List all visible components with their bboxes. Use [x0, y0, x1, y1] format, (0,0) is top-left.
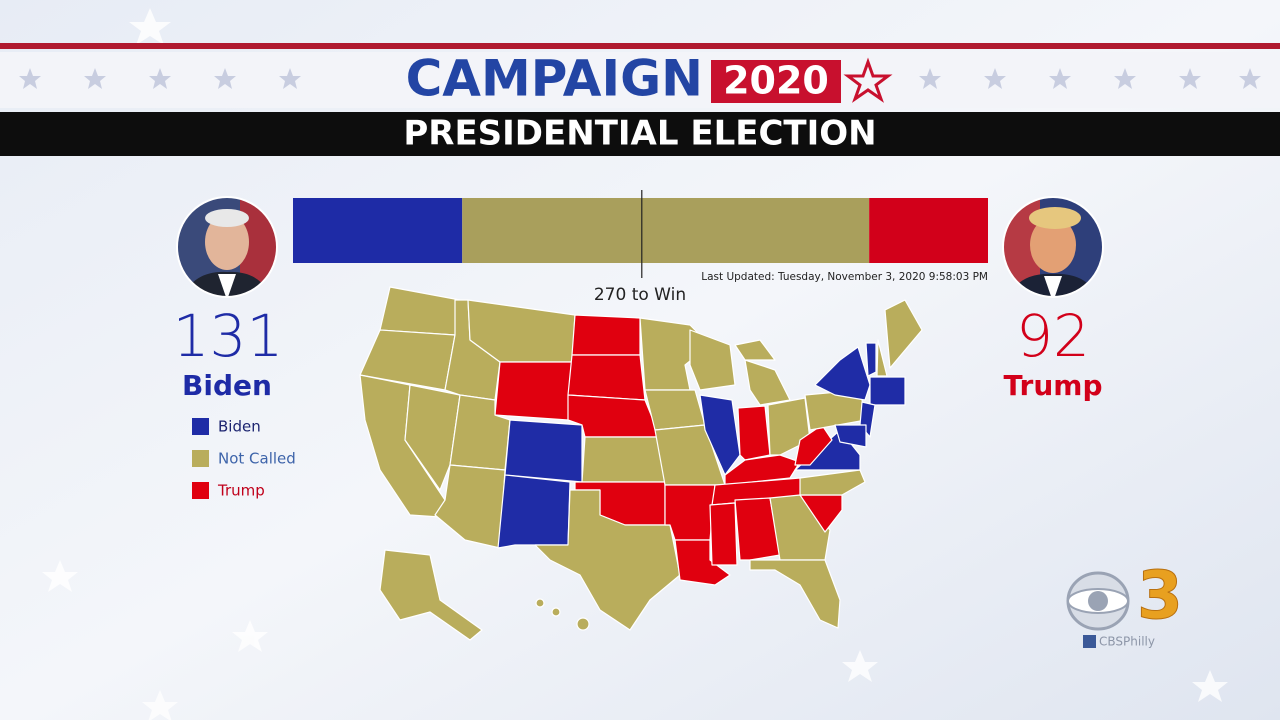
- state: [734, 339, 776, 361]
- state: [884, 299, 923, 369]
- state: [865, 342, 877, 377]
- state: [769, 494, 831, 561]
- state: [709, 502, 738, 566]
- biden-segment: [293, 198, 463, 263]
- station-logo: [1066, 571, 1130, 648]
- subtitle-band: [0, 112, 1280, 156]
- tally-bar: [293, 190, 988, 278]
- state: [737, 405, 771, 461]
- state: [576, 617, 590, 631]
- state: [699, 394, 741, 476]
- legend-label: Trump: [217, 482, 265, 500]
- legend-label: Not Called: [218, 450, 296, 468]
- state: [834, 424, 867, 448]
- state: [869, 376, 906, 406]
- state: [504, 419, 583, 483]
- not-called-segment: [462, 198, 870, 263]
- logo-star: [843, 57, 893, 103]
- logo-year: 2020: [723, 59, 829, 103]
- state: [567, 354, 646, 401]
- state: [571, 314, 641, 356]
- state: [644, 389, 706, 431]
- trump-name: Trump: [1004, 369, 1103, 402]
- state: [581, 436, 666, 483]
- biden-name: Biden: [182, 369, 272, 402]
- channel-number: 3: [1137, 557, 1183, 634]
- state: [494, 361, 573, 421]
- state: [799, 469, 866, 496]
- bg-stars: [42, 8, 1228, 720]
- state: [404, 384, 461, 491]
- header-stars: [19, 68, 1261, 89]
- us-map: [359, 286, 923, 641]
- state: [734, 497, 781, 561]
- state: [379, 549, 483, 641]
- state: [654, 424, 726, 486]
- legend-swatch: [192, 450, 209, 467]
- state: [689, 329, 736, 391]
- trump-segment: [869, 198, 988, 263]
- state: [535, 598, 545, 608]
- threshold-label: 270 to Win: [594, 285, 686, 305]
- logo-year-box: [711, 60, 841, 103]
- state: [674, 539, 731, 586]
- portrait-ring: [1002, 196, 1104, 298]
- state: [876, 339, 888, 377]
- header-stripe: [0, 43, 1280, 49]
- legend-swatch: [192, 418, 209, 435]
- state: [749, 559, 841, 629]
- state: [744, 359, 791, 406]
- portrait-ring: [176, 196, 278, 298]
- legend-swatch: [192, 482, 209, 499]
- portrait-biden: [177, 197, 277, 297]
- social-handle: CBSPhilly: [1099, 635, 1155, 649]
- legend-label: Biden: [218, 418, 261, 436]
- header-band: [0, 52, 1280, 108]
- trump-votes: 92: [1016, 302, 1090, 370]
- subtitle: PRESIDENTIAL ELECTION: [403, 114, 876, 154]
- biden-votes: 131: [173, 302, 284, 370]
- logo-title: CAMPAIGN: [406, 50, 703, 108]
- last-updated: Last Updated: Tuesday, November 3, 2020 …: [701, 271, 988, 283]
- state: [551, 607, 561, 617]
- state: [534, 489, 681, 631]
- state: [497, 474, 571, 549]
- state: [664, 484, 716, 541]
